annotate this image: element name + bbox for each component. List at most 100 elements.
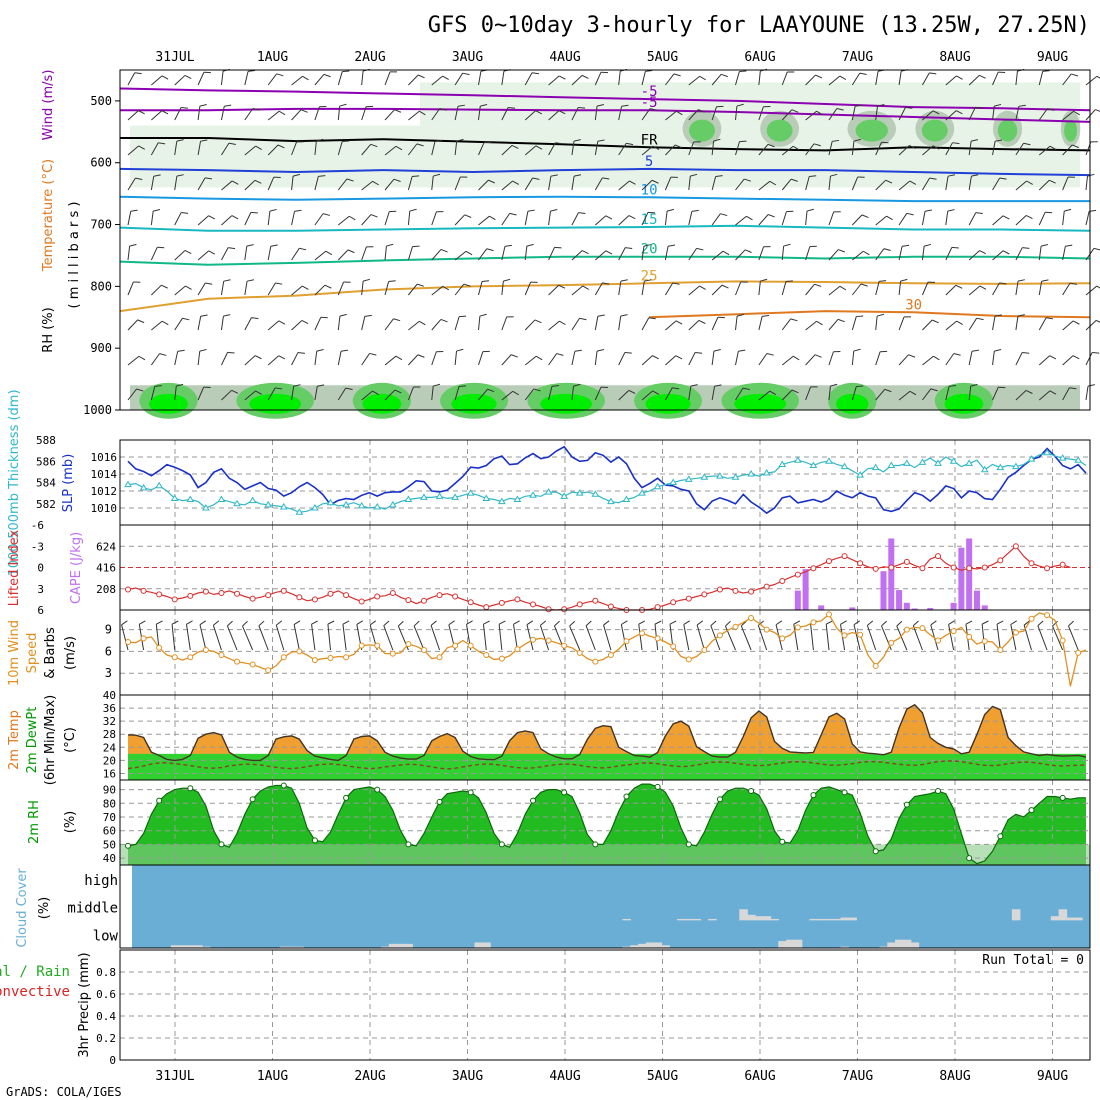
wind-barb-feather xyxy=(269,208,277,212)
wind-barb-feather xyxy=(676,110,683,116)
wind-barb-feather xyxy=(277,144,285,149)
run-total-label: Run Total = 0 xyxy=(982,953,1084,968)
lifted-index-point xyxy=(358,598,365,605)
wind-barb-feather xyxy=(573,383,581,387)
wind-barb xyxy=(267,110,280,121)
wind-barb-feather xyxy=(672,387,680,390)
wind-barb xyxy=(127,355,140,366)
wind-barb-feather xyxy=(813,143,821,147)
wind-barb-feather xyxy=(462,72,470,76)
wind-barb xyxy=(267,355,280,366)
wind-barb-feather xyxy=(247,69,256,72)
wind-barb-feather xyxy=(278,355,286,360)
wind-barb-feather xyxy=(853,348,861,352)
cape-bar xyxy=(794,590,801,610)
wind-barb-feather xyxy=(535,355,543,361)
wind-barb-feather xyxy=(184,250,192,255)
wind-barb-feather xyxy=(947,174,956,177)
wind-barb xyxy=(477,71,482,86)
wind-barb-feather xyxy=(246,244,254,247)
wind-barb xyxy=(688,176,691,191)
wind-barb-feather xyxy=(725,620,731,627)
wind-barb-feather xyxy=(674,144,682,149)
wind-barb-feather xyxy=(258,620,265,627)
wind-barb xyxy=(267,320,280,331)
wind-barb-feather xyxy=(902,244,910,247)
axis-label-rh2m: 2m RH xyxy=(27,800,42,844)
wind-speed-point xyxy=(670,643,677,650)
thickness-tick-label: 588 xyxy=(36,434,56,447)
wind-barb xyxy=(454,106,459,121)
wind-barb-feather xyxy=(855,104,863,107)
rh-cell-high xyxy=(766,119,793,142)
wind-barb xyxy=(1062,144,1073,156)
wind-barb xyxy=(968,107,976,121)
wind-barb xyxy=(267,211,271,226)
thickness-point xyxy=(155,481,164,489)
cloud-bar-middle xyxy=(770,918,779,921)
isotherm-line xyxy=(119,167,1091,177)
wind-barb-feather xyxy=(884,388,892,393)
wind-barb-feather xyxy=(342,140,350,143)
wind-barb xyxy=(174,351,179,366)
wind-barb-feather xyxy=(744,178,752,182)
wind-barb xyxy=(945,211,949,226)
lifted-index-point xyxy=(841,553,848,560)
thickness-point xyxy=(825,457,833,464)
wind-barb xyxy=(1062,320,1074,331)
lifted-index-point xyxy=(748,588,755,595)
wind-barb xyxy=(127,319,139,331)
wind-barb-feather xyxy=(769,390,777,396)
wind-barb xyxy=(174,285,186,296)
wind-barb-feather xyxy=(605,215,613,220)
wind-barb-feather xyxy=(231,180,239,185)
lifted-index-point xyxy=(716,586,723,593)
wind-barb xyxy=(571,250,583,261)
wind-barb xyxy=(735,71,740,86)
wind-barb-feather xyxy=(996,620,1004,625)
wind-barb xyxy=(337,71,343,86)
wind-barb-feather xyxy=(346,178,354,182)
wind-barb-feather xyxy=(840,620,847,625)
wind-barb xyxy=(431,176,434,191)
axis-label-temp2m: 2m Temp xyxy=(7,710,22,770)
wind-barb-feather xyxy=(512,390,520,396)
wind-barb xyxy=(805,386,812,401)
wind-barb xyxy=(311,624,316,651)
wind-barb-feather xyxy=(464,214,472,218)
wind-barb-feather xyxy=(830,383,838,387)
wind-barb-feather xyxy=(696,247,704,251)
wind-barb xyxy=(618,106,623,121)
thickness-tick-label: 586 xyxy=(36,455,56,468)
wind-barb xyxy=(1085,176,1088,191)
wind-barb-feather xyxy=(489,215,496,221)
axis-label-minmax: (6hr Min/Max) xyxy=(43,695,58,785)
wind-barb xyxy=(1062,110,1074,121)
y-tick-label: 900 xyxy=(90,341,112,355)
wind-barb-feather xyxy=(760,278,768,282)
wind-barb xyxy=(150,176,155,191)
wind-barb xyxy=(735,387,744,401)
wind-barb-feather xyxy=(512,180,519,185)
wind-barb xyxy=(430,625,441,651)
wind-barb xyxy=(267,246,272,261)
panel-frame xyxy=(119,949,1091,1061)
panel-frame xyxy=(119,69,1091,411)
wind-barb-feather xyxy=(578,212,586,214)
wind-barb xyxy=(875,316,878,331)
wind-barb-feather xyxy=(620,279,628,282)
lifted-index-point xyxy=(467,599,474,606)
wind-barb-feather xyxy=(270,244,278,247)
wind-barb xyxy=(244,179,256,191)
wind-barb-feather xyxy=(654,620,662,625)
wind-barb xyxy=(851,214,863,226)
cape-bar xyxy=(849,607,856,610)
y-tick-label: 1000 xyxy=(83,403,112,417)
rh2m-point xyxy=(935,787,942,794)
wind-barb xyxy=(384,246,387,261)
wind-barb-feather xyxy=(161,75,169,80)
wind-barb-feather xyxy=(534,319,542,324)
rh2m-point xyxy=(903,801,910,808)
lifted-index-point xyxy=(125,586,131,593)
